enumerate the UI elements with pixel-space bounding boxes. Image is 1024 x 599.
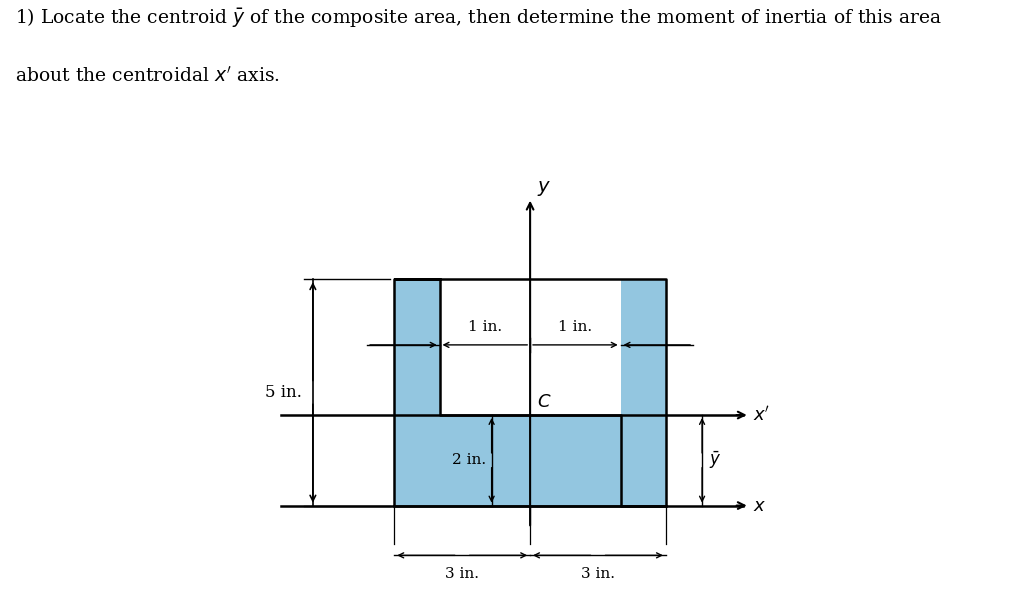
Text: about the centroidal $x'$ axis.: about the centroidal $x'$ axis. [15, 66, 281, 86]
Text: 1 in.: 1 in. [558, 320, 593, 334]
Text: $y$: $y$ [537, 179, 551, 198]
Bar [621, 279, 666, 506]
Text: $\bar{y}$: $\bar{y}$ [709, 450, 721, 471]
Bar [394, 279, 439, 506]
Text: 1 in.: 1 in. [468, 320, 502, 334]
Text: 2 in.: 2 in. [452, 453, 486, 467]
Text: 3 in.: 3 in. [445, 567, 479, 580]
Text: $C$: $C$ [537, 392, 551, 410]
Bar [394, 415, 666, 506]
Text: 1) Locate the centroid $\bar{y}$ of the composite area, then determine the momen: 1) Locate the centroid $\bar{y}$ of the … [15, 6, 943, 29]
Text: $x'$: $x'$ [753, 406, 770, 425]
Text: $x$: $x$ [753, 497, 766, 515]
Text: 3 in.: 3 in. [581, 567, 615, 580]
Text: 5 in.: 5 in. [264, 384, 301, 401]
